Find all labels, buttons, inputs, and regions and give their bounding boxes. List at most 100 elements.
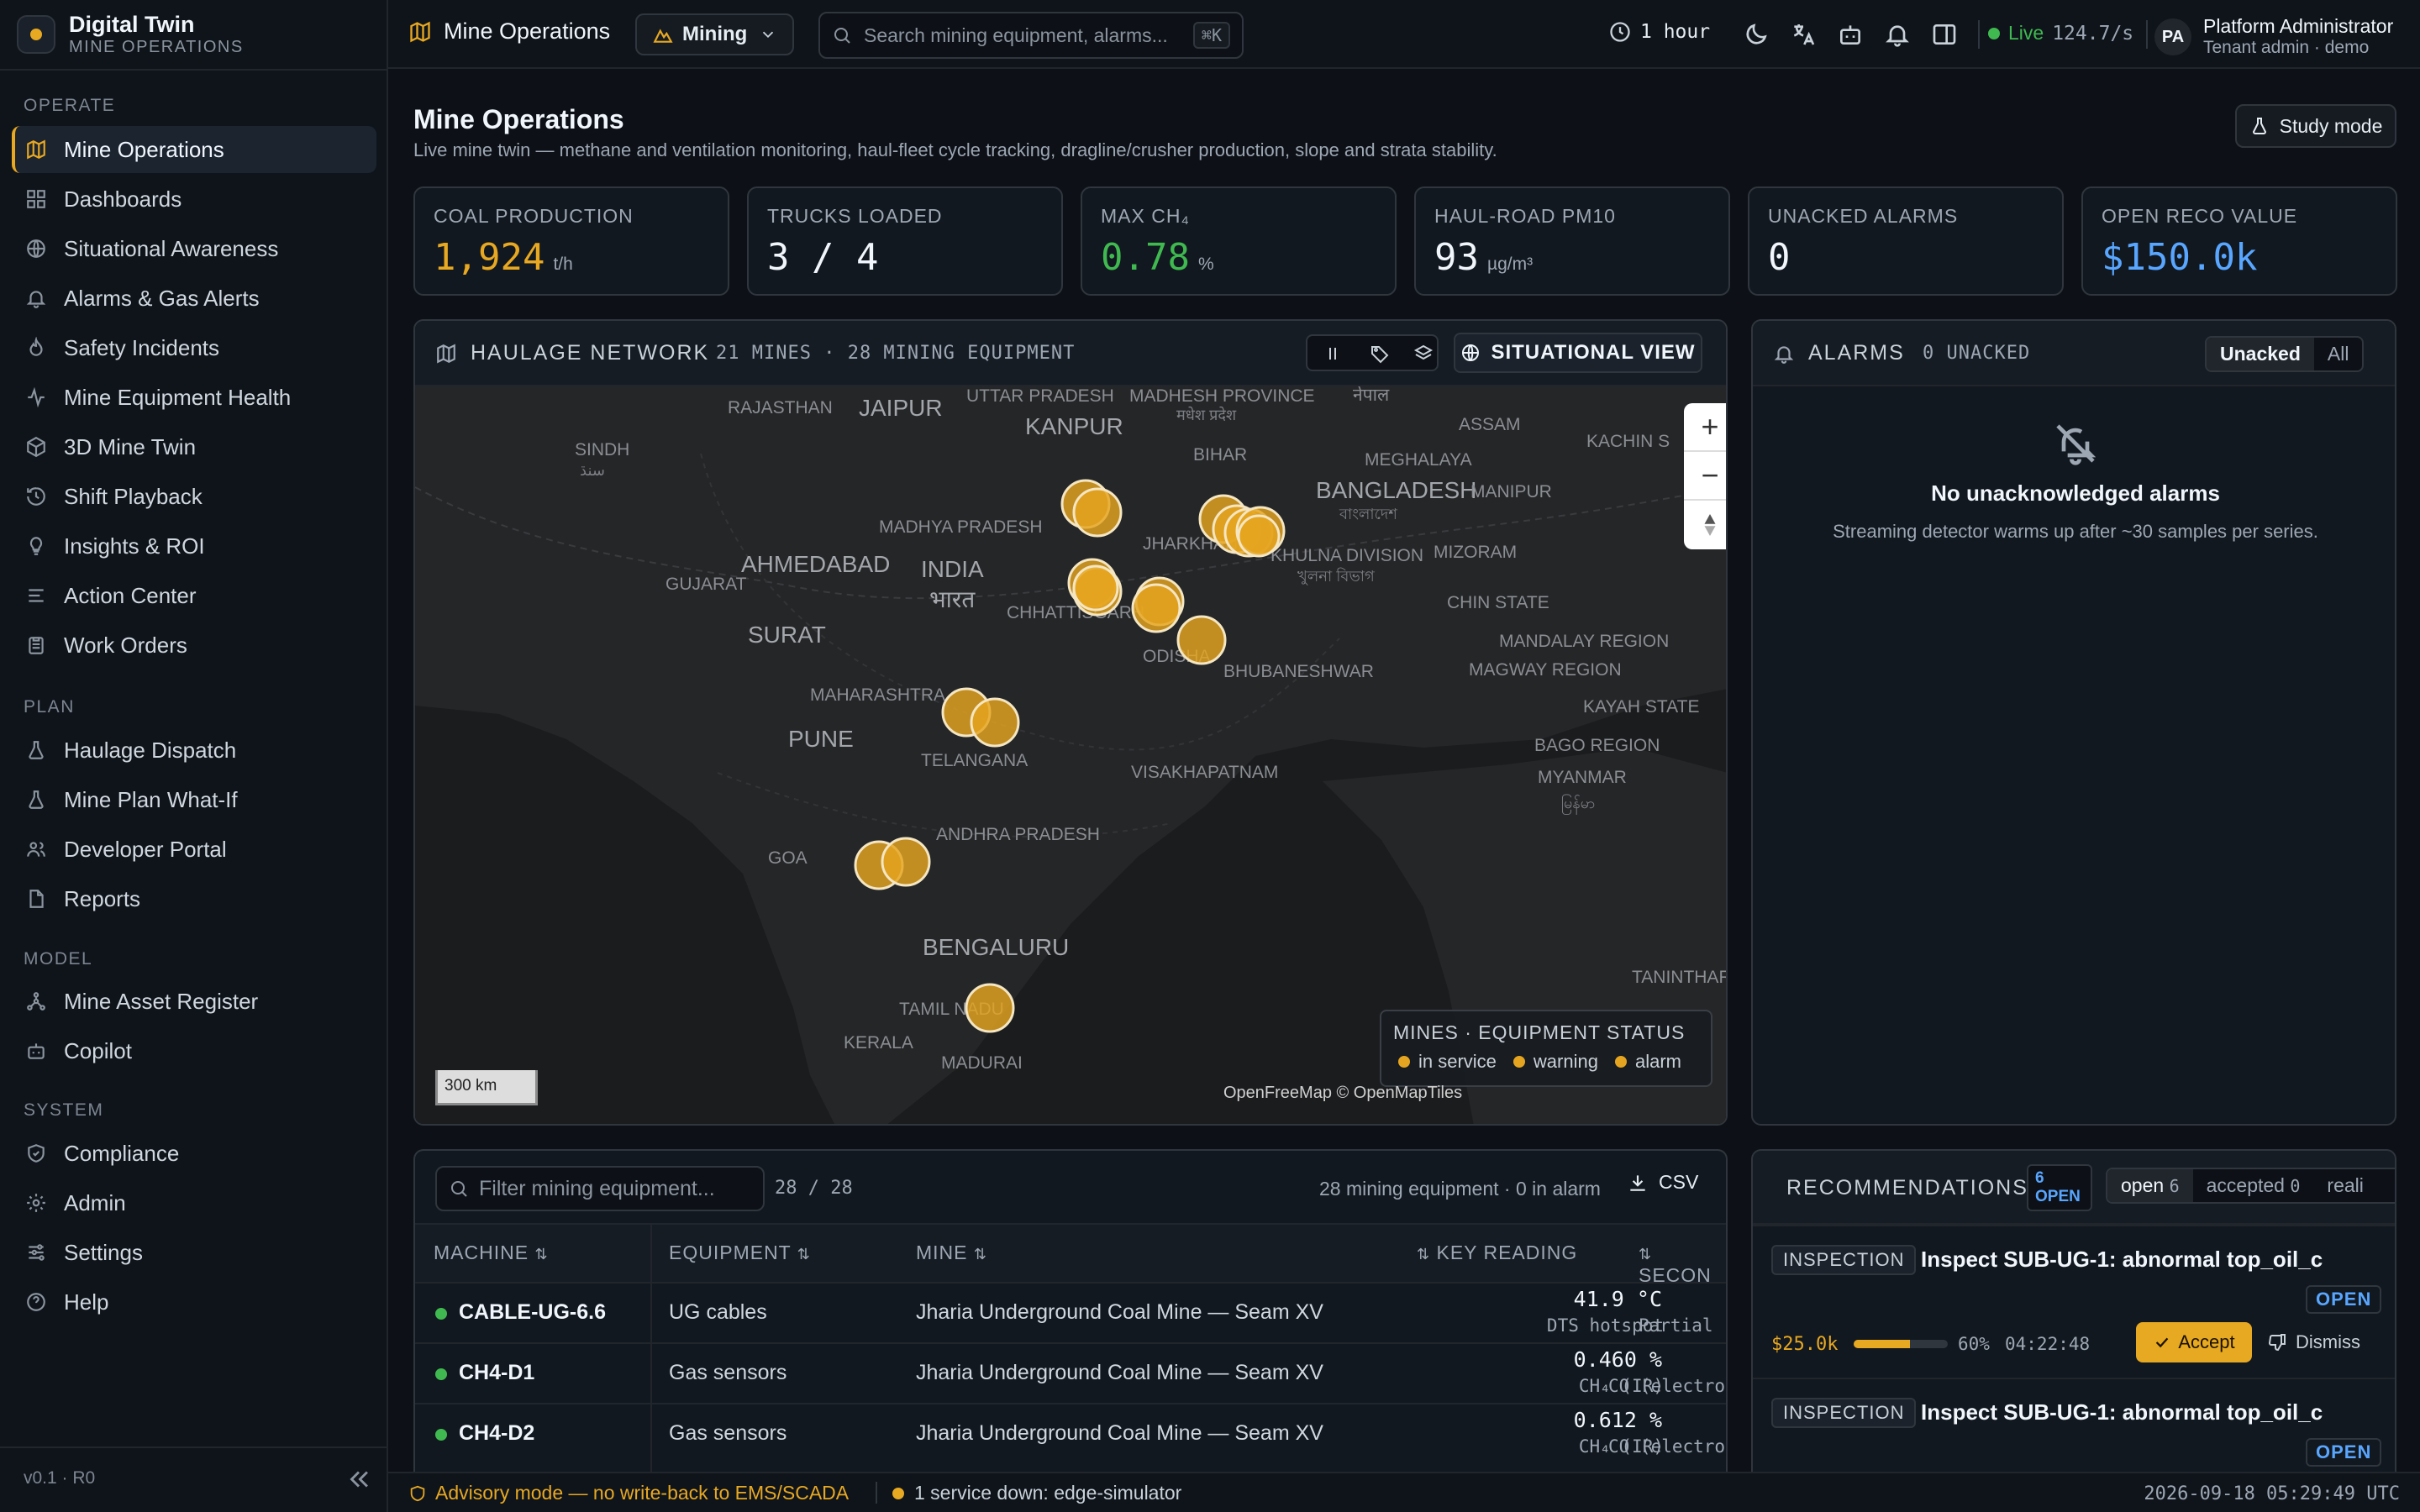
service-status[interactable]: 1 service down: edge-simulator [892,1482,1181,1504]
sidebar-item-mine-asset-register[interactable]: Mine Asset Register [12,978,376,1025]
table-row[interactable]: CABLE-UG-6.6 UG cables Jharia Undergroun… [415,1282,1726,1342]
sidebar-item-label: Situational Awareness [64,235,279,261]
globe-icon [27,239,45,258]
sidebar-item-insights-roi[interactable]: Insights & ROI [12,522,376,570]
sidebar-item-settings[interactable]: Settings [12,1229,376,1276]
user-menu[interactable]: PA Platform Administrator Tenant admin ·… [2154,15,2393,59]
collapse-sidebar-icon[interactable] [345,1465,373,1494]
sidebar-item-equipment-health[interactable]: Mine Equipment Health [12,374,376,421]
sidebar-item-mine-operations[interactable]: Mine Operations [12,126,376,173]
mine-marker[interactable] [970,697,1020,748]
mine-marker[interactable] [1176,615,1227,665]
recommendation-card[interactable]: INSPECTION Inspect SUB-UG-1: abnormal to… [1753,1378,2395,1485]
layers-icon[interactable] [1413,344,1434,364]
machine-id[interactable]: CABLE-UG-6.6 [459,1300,607,1324]
compass-reset-button[interactable] [1684,501,1726,549]
table-row[interactable]: CH4-D1 Gas sensors Jharia Underground Co… [415,1342,1726,1403]
tag-icon[interactable] [1370,344,1390,364]
zoom-in-button[interactable]: + [1684,403,1726,452]
sidebar-item-3d-mine-twin[interactable]: 3D Mine Twin [12,423,376,470]
kpi-unit: % [1197,255,1214,274]
sidebar-item-label: Help [64,1289,109,1315]
csv-label: CSV [1659,1171,1699,1193]
situational-view-label: SITUATIONAL VIEW [1491,341,1696,364]
col-equipment[interactable]: EQUIPMENT ⇅ [669,1242,811,1263]
kpi-trucks-loaded[interactable]: TRUCKS LOADED 3 / 4 [747,186,1063,296]
tab-realized[interactable]: reali [2327,1174,2364,1196]
kpi-value: 0 [1768,236,1791,279]
map-label: ASSAM [1459,415,1521,434]
sidebar-item-dashboards[interactable]: Dashboards [12,176,376,223]
nav-section-plan: PLAN [24,697,75,717]
sidebar-item-help[interactable]: Help [12,1278,376,1326]
study-mode-button[interactable]: Study mode [2235,104,2396,148]
sidebar-item-label: Insights & ROI [64,533,205,559]
pause-icon[interactable] [1323,344,1343,364]
tab-open[interactable]: open 6 [2107,1169,2193,1202]
mine-marker[interactable] [965,983,1015,1033]
recommendation-card[interactable]: INSPECTION Inspect SUB-UG-1: abnormal to… [1753,1225,2395,1378]
mine-marker[interactable] [881,837,931,887]
map-label: MEGHALAYA [1365,450,1472,470]
kpi-unacked-alarms[interactable]: UNACKED ALARMS 0 [1748,186,2064,296]
kpi-coal-production[interactable]: COAL PRODUCTION 1,924 t/h [413,186,729,296]
accept-button[interactable]: Accept [2136,1322,2252,1362]
map-attribution[interactable]: OpenFreeMap © OpenMapTiles [1223,1084,1463,1102]
kpi-label: TRUCKS LOADED [767,205,943,227]
sidebar-item-safety-incidents[interactable]: Safety Incidents [12,324,376,371]
map-tool-group [1306,334,1439,371]
sidebar-item-haulage-dispatch[interactable]: Haulage Dispatch [12,727,376,774]
sidebar-item-developer-portal[interactable]: Developer Portal [12,826,376,873]
brand[interactable]: Digital Twin MINE OPERATIONS [17,12,244,57]
sidebar-item-compliance[interactable]: Compliance [12,1130,376,1177]
kpi-haul-road-pm10[interactable]: HAUL-ROAD PM10 93 µg/m³ [1414,186,1730,296]
search-input[interactable]: Search mining equipment, alarms... ⌘K [818,12,1244,59]
tab-accepted[interactable]: accepted 0 [2206,1174,2301,1196]
sidebar-item-shift-playback[interactable]: Shift Playback [12,473,376,520]
col-key-reading[interactable]: ⇅ KEY READING [1417,1242,1578,1263]
map-scale: 300 km [435,1070,538,1105]
zoom-out-button[interactable]: − [1684,452,1726,501]
dismiss-button[interactable]: Dismiss [2267,1326,2360,1359]
translate-icon[interactable] [1790,21,1817,48]
table-row[interactable]: CH4-D2 Gas sensors Jharia Underground Co… [415,1403,1726,1463]
col-machine[interactable]: MACHINE ⇅ [434,1242,549,1263]
sidebar-item-admin[interactable]: Admin [12,1179,376,1226]
toggle-all[interactable]: All [2327,343,2349,365]
sidebar-item-action-center[interactable]: Action Center [12,572,376,619]
sidebar-item-work-orders[interactable]: Work Orders [12,622,376,669]
time-range-selector[interactable]: 1 hour [1608,20,1710,44]
clock-timestamp: 2026-09-18 05:29:49 UTC [2144,1483,2400,1504]
kpi-open-reco-value[interactable]: OPEN RECO VALUE $150.0k [2081,186,2397,296]
toggle-unacked[interactable]: Unacked [2207,338,2314,370]
moon-icon[interactable] [1743,21,1770,48]
domain-select[interactable]: Mining [635,13,795,55]
mine-marker[interactable] [1237,514,1281,558]
sidebar-item-copilot[interactable]: Copilot [12,1027,376,1074]
mine-name: Jharia Underground Coal Mine — Seam XV [916,1361,1323,1384]
mine-name: Jharia Underground Coal Mine — Seam XV [916,1300,1323,1324]
col-mine[interactable]: MINE ⇅ [916,1242,987,1263]
machine-id[interactable]: CH4-D2 [459,1421,535,1445]
alarms-empty-subtitle: Streaming detector warms up after ~30 sa… [1833,521,2318,542]
panel-toggle-icon[interactable] [1931,21,1958,48]
bot-icon[interactable] [1837,21,1864,48]
mine-marker[interactable] [1072,487,1123,538]
machine-id[interactable]: CH4-D1 [459,1361,535,1384]
map-label: PUNE [788,726,854,752]
haulage-map[interactable]: RAJASTHAN JAIPUR UTTAR PRADESH KANPUR MA… [415,386,1726,1124]
mine-marker[interactable] [1131,583,1181,633]
csv-export-button[interactable]: CSV [1627,1171,1698,1194]
equipment-filter-input[interactable]: Filter mining equipment... [435,1166,765,1211]
situational-view-button[interactable]: SITUATIONAL VIEW [1454,333,1702,373]
map-base [415,386,1726,1124]
breadcrumb[interactable]: Mine Operations [408,18,610,45]
mine-marker[interactable] [1072,564,1119,612]
sidebar-item-alarms[interactable]: Alarms & Gas Alerts [12,275,376,322]
bell-icon[interactable] [1884,21,1911,48]
sidebar-item-situational-awareness[interactable]: Situational Awareness [12,225,376,272]
col-secondary[interactable]: ⇅ SECON [1639,1246,1712,1286]
sidebar-item-reports[interactable]: Reports [12,875,376,922]
kpi-max-ch4[interactable]: MAX CH₄ 0.78% [1081,186,1397,296]
sidebar-item-mine-plan-what-if[interactable]: Mine Plan What-If [12,776,376,823]
